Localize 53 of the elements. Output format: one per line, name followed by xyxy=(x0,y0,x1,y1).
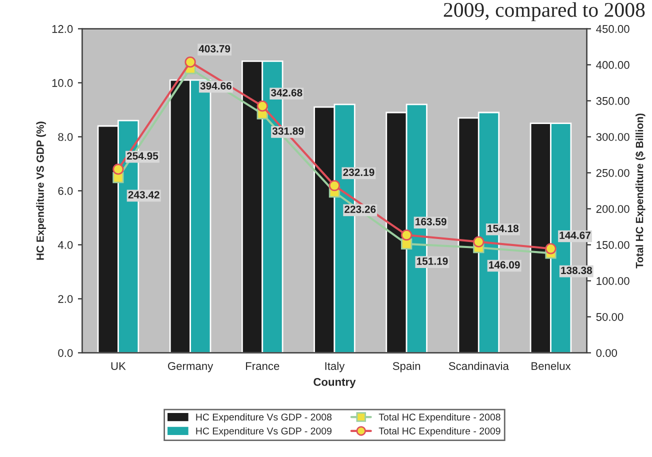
y2-tick-label: 150.00 xyxy=(596,241,630,249)
y2-tick-label: 300.00 xyxy=(596,133,630,141)
y2-tick-label: 100.00 xyxy=(596,277,630,285)
data-label: 163.59 xyxy=(416,218,446,226)
x-tick-label: Italy xyxy=(325,362,345,372)
point xyxy=(545,243,556,254)
legend-label: HC Expenditure Vs GDP - 2009 xyxy=(196,427,332,436)
y-axis-title: HC Expenditure VS GDP (%) xyxy=(36,122,46,260)
legend-label: HC Expenditure Vs GDP - 2008 xyxy=(196,413,332,422)
x-tick-label: Scandinavia xyxy=(448,362,509,370)
data-label: 394.66 xyxy=(200,82,232,90)
x-tick-label: Spain xyxy=(392,362,420,372)
data-label: 151.19 xyxy=(416,258,448,265)
data-label: 144.67 xyxy=(560,232,590,240)
data-label: 223.26 xyxy=(344,206,376,213)
data-label: 138.38 xyxy=(561,266,592,274)
point xyxy=(256,100,268,112)
y2-tick-label: 50.00 xyxy=(596,313,624,321)
data-label: 154.18 xyxy=(488,224,519,232)
point xyxy=(328,180,340,192)
point xyxy=(184,56,196,68)
y2-axis-title: Total HC Expenditure ($ Billion) xyxy=(635,114,646,268)
x-tick-label: UK xyxy=(111,362,126,370)
data-label: 254.95 xyxy=(126,152,158,160)
legend-label: Total HC Expenditure - 2008 xyxy=(378,413,500,422)
y-tick-label: 4.0 xyxy=(58,241,73,249)
data-label: 146.09 xyxy=(489,261,520,269)
legend-label: Total HC Expenditure - 2009 xyxy=(378,427,500,436)
y-tick-label: 0.0 xyxy=(58,349,73,357)
data-label: 243.42 xyxy=(128,191,160,198)
data-label: 403.79 xyxy=(198,45,230,52)
x-tick-label: France xyxy=(246,362,280,370)
data-label: 232.19 xyxy=(343,168,374,176)
y2-tick-label: 250.00 xyxy=(596,169,630,177)
y-tick-label: 12.0 xyxy=(52,25,73,33)
point xyxy=(473,236,484,248)
point xyxy=(112,164,124,175)
y2-tick-label: 450.00 xyxy=(596,25,630,33)
text: 2009, compared to 2008 xyxy=(444,2,645,22)
y-tick-label: 8.0 xyxy=(58,133,73,141)
y2-tick-label: 400.00 xyxy=(596,61,630,69)
y2-tick-label: 200.00 xyxy=(596,205,630,213)
x-tick-label: Benelux xyxy=(532,362,571,370)
x-tick-label: Germany xyxy=(168,362,214,372)
y-tick-label: 10.0 xyxy=(52,79,73,87)
x-axis-title: Country xyxy=(314,378,356,388)
y-tick-label: 6.0 xyxy=(58,187,73,195)
y2-tick-label: 350.00 xyxy=(596,97,630,105)
data-label: 342.68 xyxy=(270,89,302,96)
data-label: 331.89 xyxy=(272,127,304,135)
y2-tick-label: 0.00 xyxy=(596,349,618,357)
point xyxy=(401,229,412,241)
y-tick-label: 2.0 xyxy=(58,295,73,303)
